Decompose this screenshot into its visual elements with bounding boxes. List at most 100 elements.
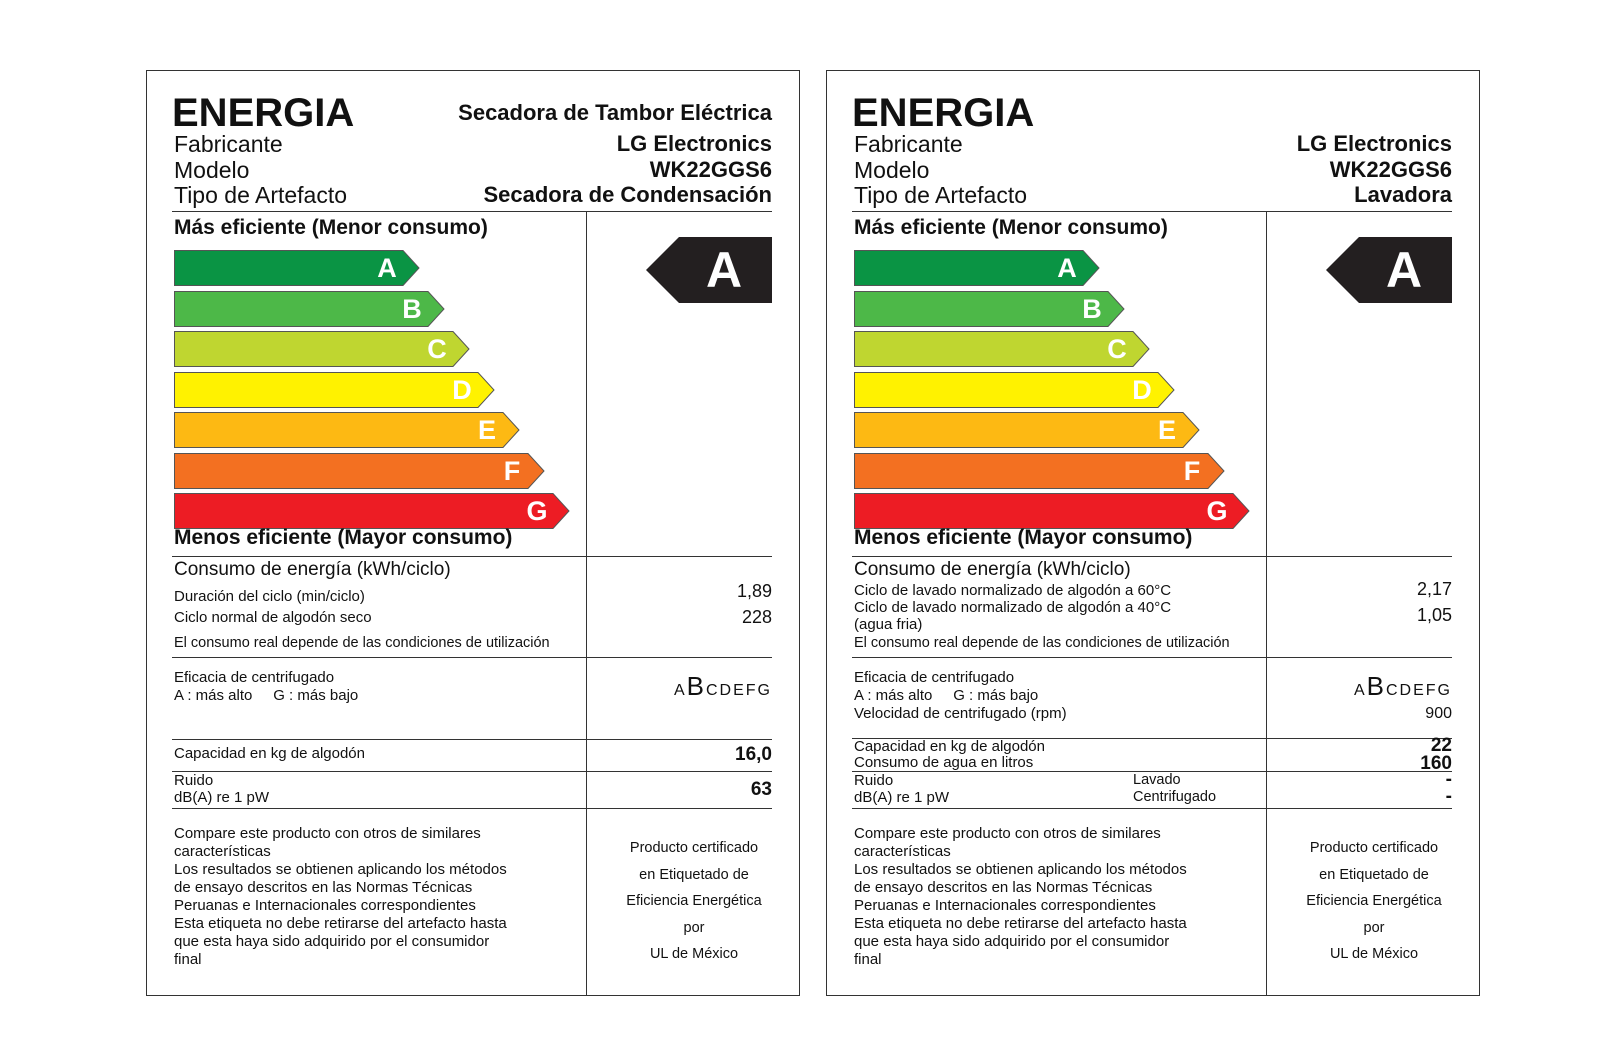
note-line: que esta haya sido adquirido por el cons… bbox=[854, 933, 1170, 950]
note-line: que esta haya sido adquirido por el cons… bbox=[174, 933, 490, 950]
eficacia-scale-after: CDEFG bbox=[1386, 682, 1452, 699]
cert-line: Eficiencia Energética bbox=[626, 893, 762, 909]
note-line: Compare este producto con otros de simil… bbox=[854, 825, 1161, 842]
note-line: características bbox=[854, 843, 951, 860]
modelo-value: WK22GGS6 bbox=[1329, 157, 1452, 182]
agua-value: 160 bbox=[1420, 753, 1452, 774]
capacidad-label: Capacidad en kg de algodón bbox=[174, 745, 365, 762]
divider bbox=[852, 556, 1452, 557]
column-divider bbox=[1266, 212, 1267, 996]
velocidad-label: Velocidad de centrifugado (rpm) bbox=[854, 705, 1067, 722]
efficiency-bar-g: G bbox=[174, 493, 570, 529]
eficacia-scale-selected: B bbox=[686, 671, 706, 701]
energy-rating-arrow: A bbox=[1326, 237, 1452, 303]
energy-rating-arrow: A bbox=[646, 237, 772, 303]
certification: Producto certificado en Etiquetado de Ef… bbox=[1269, 835, 1479, 968]
consumo-row-value: 228 bbox=[741, 607, 772, 627]
tipo-value: Lavadora bbox=[1354, 182, 1452, 207]
divider bbox=[172, 808, 772, 809]
consumo-row-label: Ciclo de lavado normalizado de algodón a… bbox=[854, 582, 1172, 599]
divider bbox=[172, 657, 772, 658]
efficiency-bar-f: F bbox=[174, 452, 545, 489]
ruido-lavado-label: Lavado bbox=[1133, 772, 1181, 788]
efficiency-bar-b: B bbox=[174, 290, 445, 327]
eficacia-scale-before: A bbox=[1353, 682, 1367, 699]
divider bbox=[852, 211, 1452, 212]
consumo-row-label: Ciclo normal de algodón seco bbox=[174, 609, 372, 626]
certification: Producto certificado en Etiquetado de Ef… bbox=[589, 835, 799, 968]
energy-label-washer: ENERGIA Fabricante LG Electronics Modelo… bbox=[826, 70, 1480, 996]
efficiency-bar-b: B bbox=[854, 290, 1125, 327]
efficiency-bar-letter: B bbox=[402, 293, 422, 324]
efficiency-bar-letter: C bbox=[1107, 334, 1127, 364]
fabricante-value: LG Electronics bbox=[1296, 131, 1452, 156]
note-line: de ensayo descritos en las Normas Técnic… bbox=[854, 879, 1153, 896]
notes: Compare este producto con otros de simil… bbox=[854, 825, 1254, 969]
menos-eficiente-label: Menos eficiente (Mayor consumo) bbox=[174, 526, 513, 549]
modelo-label: Modelo bbox=[854, 157, 930, 183]
cert-line: por bbox=[683, 919, 705, 936]
eficacia-scale-before: A bbox=[673, 682, 687, 699]
cert-line: Eficiencia Energética bbox=[1306, 893, 1442, 909]
energy-rating-letter: A bbox=[705, 242, 743, 298]
note-line: Los resultados se obtienen aplicando los… bbox=[174, 861, 507, 878]
note-line: características bbox=[174, 843, 271, 860]
tipo-value: Secadora de Condensación bbox=[483, 182, 772, 207]
consumo-title: Consumo de energía (kWh/ciclo) bbox=[174, 559, 451, 580]
note-line: final bbox=[854, 951, 882, 968]
capacidad-value: 16,0 bbox=[735, 744, 772, 765]
note-line: Compare este producto con otros de simil… bbox=[174, 825, 481, 842]
energia-heading: ENERGIA bbox=[852, 91, 1035, 135]
ruido-centrifugado-label: Centrifugado bbox=[1133, 789, 1217, 805]
consumo-row-value: 1,05 bbox=[1416, 605, 1452, 625]
consumo-row-value: 1,89 bbox=[736, 581, 772, 601]
consumo-title: Consumo de energía (kWh/ciclo) bbox=[854, 559, 1131, 580]
consumo-note: El consumo real depende de las condicion… bbox=[174, 635, 550, 651]
efficiency-bar-letter: A bbox=[1057, 253, 1077, 283]
consumo-row-label: Ciclo de lavado normalizado de algodón a… bbox=[854, 599, 1172, 616]
ruido-value: 63 bbox=[750, 779, 772, 800]
eficacia-scale: ABCDEFG bbox=[674, 671, 772, 702]
tipo-label: Tipo de Artefacto bbox=[854, 182, 1028, 208]
divider bbox=[172, 211, 772, 212]
divider bbox=[852, 771, 1452, 772]
efficiency-bar-letter: B bbox=[1082, 293, 1102, 324]
efficiency-bar-letter: G bbox=[1206, 496, 1228, 526]
energia-heading: ENERGIA bbox=[172, 91, 355, 135]
efficiency-bar-letter: F bbox=[1183, 455, 1201, 486]
rating-arrow-shape bbox=[646, 237, 772, 303]
ruido-centrifugado-value: - bbox=[1445, 786, 1452, 807]
efficiency-bar-letter: A bbox=[377, 253, 397, 283]
divider bbox=[172, 771, 772, 772]
capacidad-value: 22 bbox=[1430, 735, 1452, 756]
energy-label-dryer: ENERGIA Secadora de Tambor Eléctrica Fab… bbox=[146, 70, 800, 996]
efficiency-bar-d: D bbox=[174, 371, 495, 408]
note-line: de ensayo descritos en las Normas Técnic… bbox=[174, 879, 473, 896]
capacidad-label: Capacidad en kg de algodón bbox=[854, 738, 1045, 755]
efficiency-bar-e: E bbox=[854, 412, 1200, 448]
note-line: Esta etiqueta no debe retirarse del arte… bbox=[174, 915, 507, 932]
note-line: final bbox=[174, 951, 202, 968]
mas-eficiente-label: Más eficiente (Menor consumo) bbox=[854, 216, 1168, 239]
eficacia-scale: ABCDEFG bbox=[1354, 671, 1452, 702]
efficiency-bar-letter: E bbox=[477, 415, 496, 445]
cert-line: por bbox=[1363, 919, 1385, 936]
fabricante-label: Fabricante bbox=[854, 131, 963, 157]
fabricante-value: LG Electronics bbox=[616, 131, 772, 156]
ruido-sub: dB(A) re 1 pW bbox=[174, 789, 270, 806]
divider bbox=[172, 556, 772, 557]
efficiency-bar-letter: E bbox=[1157, 415, 1176, 445]
menos-eficiente-label: Menos eficiente (Mayor consumo) bbox=[854, 526, 1193, 549]
consumo-row-value: 2,17 bbox=[1416, 579, 1452, 599]
cert-line: UL de México bbox=[1329, 946, 1419, 962]
eficacia-scale-after: CDEFG bbox=[706, 682, 772, 699]
cert-line: Producto certificado bbox=[629, 840, 759, 856]
eficacia-label: Eficacia de centrifugado bbox=[174, 669, 335, 686]
note-line: Peruanas e Internacionales correspondien… bbox=[174, 897, 476, 914]
efficiency-bar-letter: F bbox=[503, 455, 521, 486]
cert-line: en Etiquetado de bbox=[1319, 866, 1429, 883]
efficiency-bar-a: A bbox=[854, 250, 1100, 286]
appliance-title: Secadora de Tambor Eléctrica bbox=[458, 100, 772, 125]
